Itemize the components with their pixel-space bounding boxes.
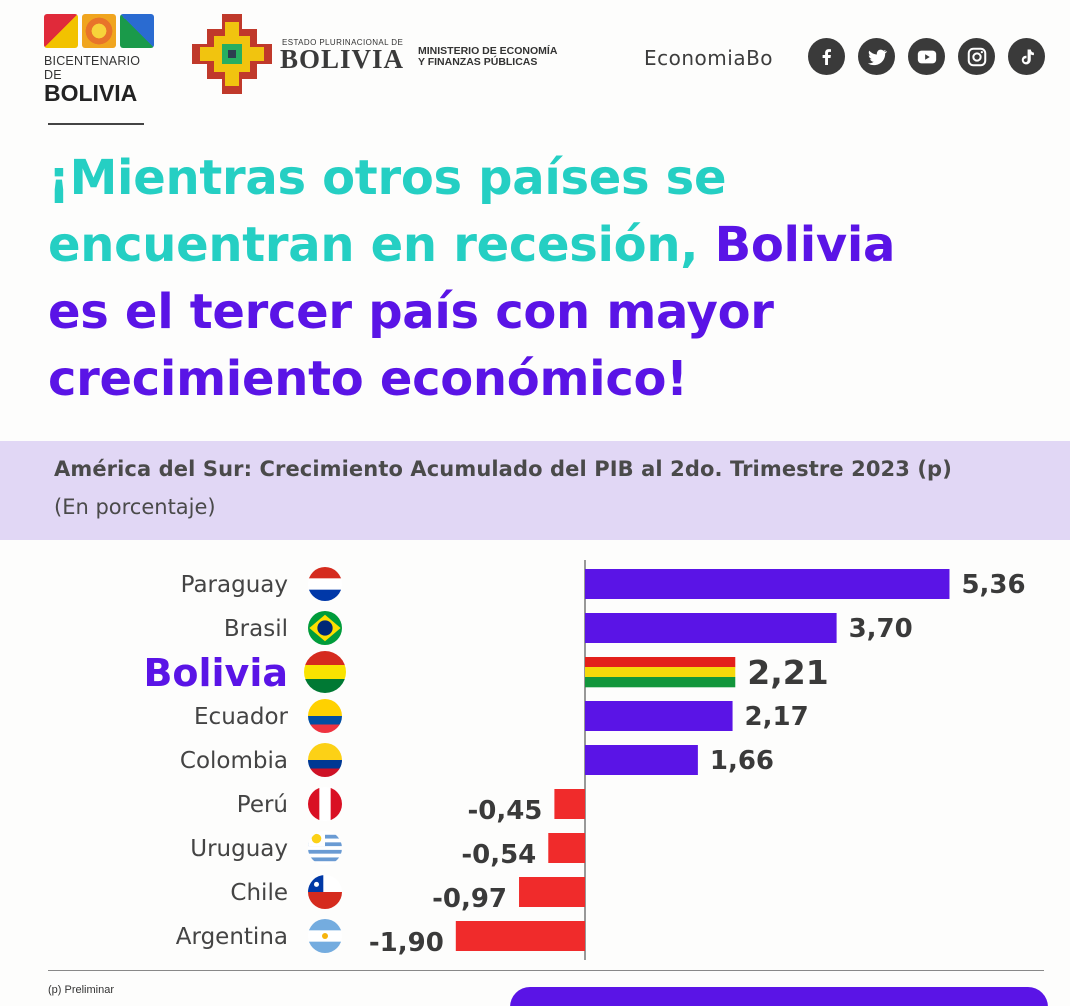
estado-label: ESTADO PLURINACIONAL DE — [282, 38, 404, 47]
bar-ecuador — [585, 701, 733, 731]
value-label-brasil: 3,70 — [849, 614, 913, 644]
twitter-icon[interactable] — [858, 38, 895, 75]
bar-uruguay — [548, 833, 585, 863]
chart-title: América del Sur: Crecimiento Acumulado d… — [54, 457, 952, 481]
bar-bolivia-stripe-1 — [585, 657, 736, 668]
category-label-ecuador: Ecuador — [194, 704, 289, 730]
category-label-argentina: Argentina — [176, 924, 288, 950]
category-label-uruguay: Uruguay — [190, 836, 288, 862]
social-links — [808, 38, 1045, 75]
value-label-colombia: 1,66 — [710, 746, 774, 776]
bar-bolivia-stripe-3 — [585, 677, 736, 688]
instagram-icon[interactable] — [958, 38, 995, 75]
footer-banner — [510, 987, 1048, 1006]
footnote: (p) Preliminar — [48, 984, 115, 996]
chart-title-band: América del Sur: Crecimiento Acumulado d… — [0, 441, 1070, 540]
tiktok-icon[interactable] — [1008, 38, 1045, 75]
value-label-peru: -0,45 — [467, 796, 542, 826]
headline: ¡Mientras otros países se encuentran en … — [48, 145, 1038, 413]
flag-colombia-icon — [308, 743, 342, 777]
footer-divider — [48, 970, 1044, 971]
chakana-emblem-icon — [192, 14, 272, 94]
category-label-colombia: Colombia — [180, 748, 288, 774]
flag-brasil-icon — [308, 611, 342, 645]
flag-chile-icon — [308, 875, 342, 909]
flag-ecuador-icon — [308, 699, 342, 733]
value-label-ecuador: 2,17 — [745, 702, 809, 732]
category-label-chile: Chile — [230, 880, 288, 906]
bicentenario-emblem-icon — [44, 14, 160, 48]
chart-subtitle: (En porcentaje) — [54, 495, 216, 519]
facebook-icon[interactable] — [808, 38, 845, 75]
headline-part-3: Bolivia — [714, 217, 896, 273]
header-divider — [48, 123, 144, 125]
flag-peru-icon — [308, 787, 342, 821]
flag-argentina-icon — [308, 919, 342, 953]
headline-part-4: es el tercer país con mayor — [48, 284, 774, 340]
ministerio-line-1: MINISTERIO DE ECONOMÍA — [418, 45, 558, 57]
estado-country: BOLIVIA — [280, 44, 405, 74]
headline-part-5: crecimiento económico! — [48, 351, 688, 407]
category-label-brasil: Brasil — [224, 616, 288, 642]
ministerio-line-2: Y FINANZAS PÚBLICAS — [418, 56, 538, 68]
value-label-uruguay: -0,54 — [461, 840, 536, 870]
ministerio-label: MINISTERIO DE ECONOMÍA Y FINANZAS PÚBLIC… — [418, 46, 588, 68]
youtube-icon[interactable] — [908, 38, 945, 75]
category-label-bolivia: Bolivia — [143, 651, 288, 695]
bar-bolivia-stripe-2 — [585, 667, 736, 678]
headline-part-1: ¡Mientras otros países se — [48, 150, 727, 206]
value-label-paraguay: 5,36 — [961, 570, 1025, 600]
estado-plurinacional-logo: ESTADO PLURINACIONAL DE BOLIVIA MINISTER… — [192, 14, 572, 94]
bar-brasil — [585, 613, 837, 643]
gdp-growth-bar-chart: Paraguay 5,36 Brasil 3,70 Bolivia 2,21 Ecuador… — [143, 560, 1026, 960]
value-label-chile: -0,97 — [432, 884, 507, 914]
flag-paraguay-icon — [308, 567, 342, 601]
bar-argentina — [455, 921, 585, 951]
category-label-peru: Perú — [237, 792, 288, 818]
bicentenario-label: BICENTENARIO DE — [44, 54, 141, 82]
bicentenario-country: BOLIVIA — [44, 80, 138, 106]
flag-uruguay-icon — [308, 831, 342, 865]
bar-paraguay — [585, 569, 950, 599]
bar-chile — [519, 877, 585, 907]
category-label-paraguay: Paraguay — [181, 572, 288, 598]
bicentenario-logo: BICENTENARIO DE BOLIVIA — [44, 14, 160, 105]
bar-colombia — [585, 745, 698, 775]
value-label-argentina: -1,90 — [369, 928, 444, 958]
flag-bolivia-icon — [304, 651, 346, 693]
social-handle: EconomiaBo — [644, 46, 774, 70]
headline-part-2: encuentran en recesión, — [48, 217, 699, 273]
bar-peru — [554, 789, 585, 819]
value-label-bolivia: 2,21 — [747, 653, 828, 692]
